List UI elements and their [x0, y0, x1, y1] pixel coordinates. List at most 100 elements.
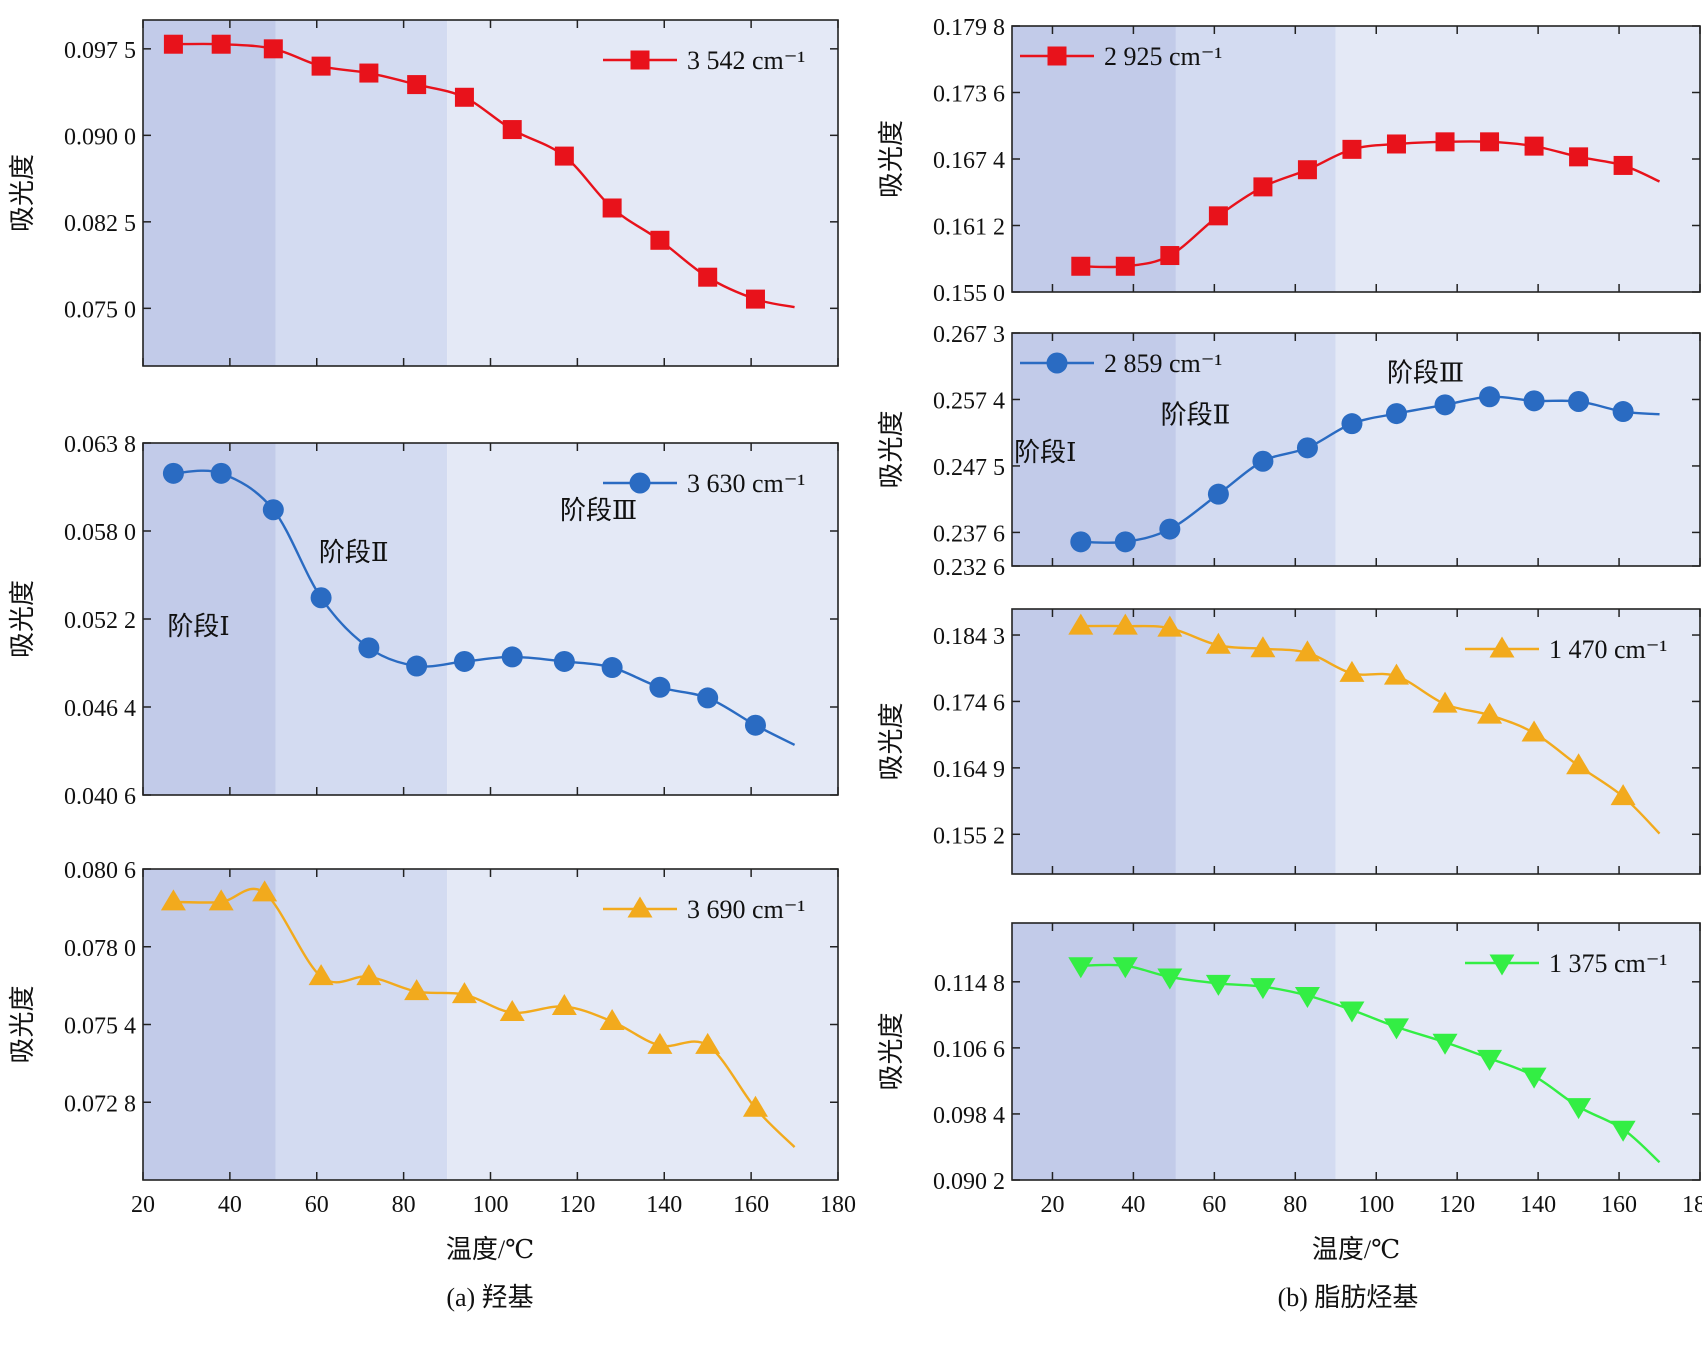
plot-frame: [1011, 922, 1701, 1181]
stage-1-region: [1012, 923, 1176, 1180]
legend-marker: [1047, 46, 1067, 66]
data-point: [210, 462, 232, 484]
data-point: [1208, 206, 1228, 226]
stage-label: 阶段Ⅱ: [1161, 401, 1231, 430]
data-point: [1383, 1018, 1409, 1040]
data-point: [1612, 401, 1634, 423]
y-axis-label: 吸光度: [877, 120, 906, 198]
data-point: [1480, 132, 1500, 152]
x-tick-label: 20: [131, 1192, 155, 1218]
y-tick-label: 0.247 5: [933, 455, 1005, 481]
y-tick-label: 0.155 0: [933, 281, 1005, 307]
data-point: [1207, 483, 1229, 505]
x-tick-label: 20: [1040, 1192, 1064, 1218]
stage-2-region: [1175, 26, 1336, 292]
stage-2-region: [275, 869, 448, 1180]
data-point: [647, 1032, 673, 1054]
data-point: [356, 964, 382, 986]
x-tick-label: 180: [1682, 1192, 1702, 1218]
data-point: [1114, 531, 1136, 553]
data-point: [1435, 132, 1455, 152]
legend-label: 1 375 cm⁻¹: [1549, 949, 1667, 978]
y-tick-label: 0.106 6: [933, 1037, 1005, 1063]
legend-marker: [627, 896, 653, 918]
data-point: [698, 267, 718, 287]
data-point: [211, 34, 231, 54]
data-point: [1205, 974, 1231, 996]
stage-1-region: [143, 443, 276, 795]
y-tick-label: 0.232 6: [933, 555, 1005, 581]
data-point: [695, 1032, 721, 1054]
data-point: [1434, 394, 1456, 416]
chart-panel-b4: 0.090 2 0.098 4 0.106 6 0.114 8 20 40 60 80 100 1…: [877, 922, 1702, 1218]
data-point: [1112, 957, 1138, 979]
x-axis-label-b: 温度/℃: [1312, 1235, 1400, 1264]
data-point: [1610, 1120, 1636, 1142]
data-point: [1115, 256, 1135, 276]
data-point: [599, 1009, 625, 1031]
data-point: [404, 979, 430, 1001]
data-point: [1112, 613, 1138, 635]
stage-2-region: [1175, 923, 1336, 1180]
data-point: [263, 39, 283, 59]
x-tick-label: 140: [646, 1192, 682, 1218]
y-tick-label: 0.097 5: [64, 38, 136, 64]
data-point: [451, 982, 477, 1004]
stage-3-region: [447, 443, 838, 795]
chart-panel-b3: 0.155 2 0.164 9 0.174 6 0.184 3 吸光度 1 470 cm⁻…: [877, 608, 1701, 875]
y-tick-label: 0.257 4: [933, 388, 1005, 414]
stage-label: 阶段Ⅲ: [1387, 359, 1464, 388]
x-tick-label: 160: [733, 1192, 769, 1218]
y-tick-label: 0.114 8: [934, 971, 1005, 997]
y-tick-label: 0.090 2: [933, 1169, 1005, 1195]
stage-1-region: [1012, 333, 1176, 566]
data-point: [262, 499, 284, 521]
chart-panel-a1: 0.075 0 0.082 5 0.090 0 0.097 5 吸光度 3 542 cm⁻…: [8, 19, 839, 367]
y-tick-label: 0.075 4: [64, 1014, 136, 1040]
data-point: [406, 655, 428, 677]
plot-frame: [1011, 608, 1701, 875]
data-point: [1341, 413, 1363, 435]
chart-panel-a2: 0.040 6 0.046 4 0.052 2 0.058 0 0.063 8 吸光度 3 …: [8, 432, 839, 810]
data-point: [553, 650, 575, 672]
data-point: [1339, 1001, 1365, 1023]
data-point: [1566, 1098, 1592, 1120]
caption-b: (b) 脂肪烃基: [1278, 1283, 1419, 1312]
y-tick-label: 0.075 0: [64, 297, 136, 323]
data-point: [1432, 1033, 1458, 1055]
data-point: [310, 587, 332, 609]
x-tick-label: 60: [1202, 1192, 1226, 1218]
y-tick-label: 0.167 4: [933, 148, 1005, 174]
x-tick-label: 80: [1283, 1192, 1307, 1218]
data-point: [454, 87, 474, 107]
data-point: [1071, 256, 1091, 276]
data-point: [1250, 978, 1276, 1000]
stage-label: 阶段Ⅰ: [167, 612, 229, 641]
data-point: [359, 63, 379, 83]
y-tick-label: 0.058 0: [64, 520, 136, 546]
data-point: [1568, 390, 1590, 412]
data-point: [1339, 660, 1365, 682]
legend-marker: [629, 472, 651, 494]
y-tick-label: 0.080 6: [64, 858, 136, 884]
stage-1-region: [143, 20, 276, 366]
y-tick-label: 0.267 3: [933, 322, 1005, 348]
data-point: [554, 146, 574, 166]
x-tick-label: 60: [305, 1192, 329, 1218]
data-point: [163, 34, 183, 54]
data-point: [311, 56, 331, 76]
data-point: [1385, 403, 1407, 425]
data-point: [1386, 134, 1406, 154]
data-point: [1253, 177, 1273, 197]
data-point: [601, 657, 623, 679]
x-tick-label: 100: [1358, 1192, 1394, 1218]
x-axis-label-a: 温度/℃: [446, 1235, 534, 1264]
y-tick-label: 0.155 2: [933, 823, 1005, 849]
chart-panel-a3: 0.072 8 0.075 4 0.078 0 0.080 6 20 40 60 80 100 1…: [8, 858, 856, 1218]
legend-marker: [630, 50, 650, 70]
caption-a: (a) 羟基: [446, 1283, 533, 1312]
data-point: [1479, 386, 1501, 408]
y-tick-label: 0.237 6: [933, 521, 1005, 547]
data-point: [162, 462, 184, 484]
data-point: [1383, 663, 1409, 685]
